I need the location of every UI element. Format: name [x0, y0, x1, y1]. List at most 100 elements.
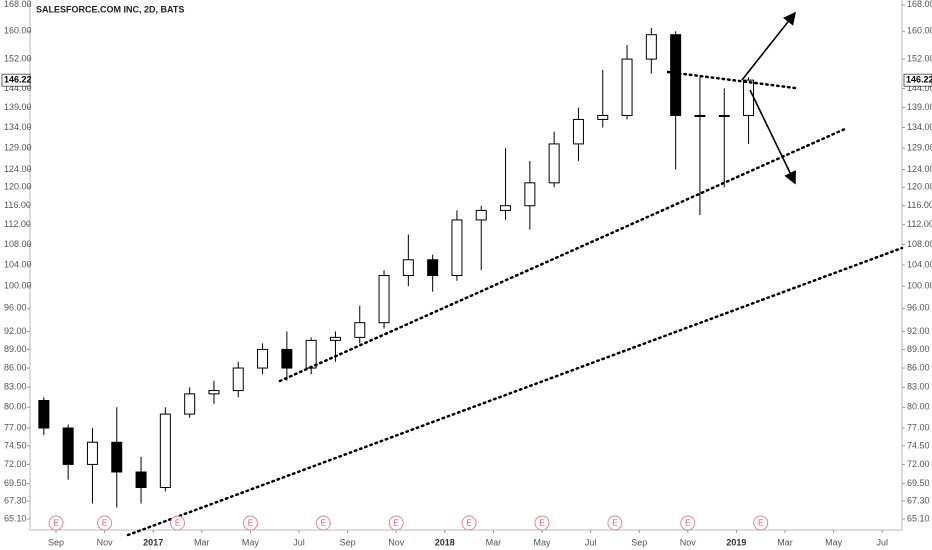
y-tick-label: 100.00: [907, 281, 932, 291]
y-tick-label: 65.10: [4, 513, 27, 523]
y-tick-label: 65.10: [907, 513, 930, 523]
x-tick-label: 2018: [435, 537, 455, 547]
y-tick-label: 160.00: [4, 26, 32, 36]
x-tick-label: Mar: [194, 537, 210, 547]
y-tick-label: 67.30: [4, 495, 27, 505]
y-tick-label: 83.00: [4, 382, 27, 392]
y-tick-label: 92.00: [907, 326, 930, 336]
x-tick-label: Jul: [585, 537, 597, 547]
arrow: [749, 89, 796, 185]
plot: [38, 27, 755, 508]
arrow: [741, 11, 796, 81]
y-tick-label: 83.00: [907, 382, 930, 392]
candle-body: [232, 367, 244, 392]
y-tick-label: 112.00: [4, 219, 31, 229]
candle-body: [475, 209, 487, 221]
y-tick-label: 168.00: [4, 0, 32, 9]
y-tick-label: 72.00: [907, 459, 930, 469]
y-tick-label: 139.00: [4, 102, 32, 112]
earnings-marker: [97, 515, 113, 531]
y-tick-label: 69.50: [907, 478, 930, 488]
y-tick-label: 120.00: [907, 182, 932, 192]
y-tick-label: 80.00: [4, 402, 27, 412]
earnings-marker: [461, 515, 477, 531]
x-tick-label: May: [533, 537, 551, 547]
candle-body: [670, 34, 682, 116]
y-tick-label: 116.00: [4, 200, 31, 210]
x-tick-label: Jul: [876, 537, 888, 547]
candle-body: [451, 219, 463, 276]
x-tick-label: Nov: [97, 537, 114, 547]
y-tick-label: 139.00: [907, 102, 932, 112]
earnings-label: E: [102, 519, 107, 528]
y-tick-label: 124.00: [4, 164, 32, 174]
candle-body: [645, 34, 657, 60]
y-tick-label: 152.00: [4, 53, 32, 63]
candle-body: [305, 339, 317, 369]
y-tick-label: 129.00: [4, 142, 32, 152]
earnings-marker: [170, 515, 185, 531]
candle-body: [718, 114, 730, 117]
y-tick-label: 86.00: [907, 362, 930, 372]
trend-line: [126, 246, 904, 537]
candle-body: [38, 400, 50, 429]
earnings-marker: [242, 515, 258, 531]
earnings-label: E: [394, 519, 399, 528]
y-tick-label: 77.00: [4, 422, 27, 432]
candle-body: [135, 471, 147, 488]
x-tick-label: 2017: [143, 537, 163, 547]
candle-body: [694, 114, 706, 117]
earnings-label: E: [53, 519, 58, 528]
candle-body: [159, 413, 171, 488]
candle-body: [427, 259, 439, 276]
earnings-marker: [388, 515, 404, 531]
x-tick-label: May: [242, 537, 260, 547]
x-tick-label: Nov: [680, 537, 697, 547]
candle-body: [378, 274, 390, 324]
y-tick-label: 74.50: [4, 440, 27, 450]
y-tick-label: 86.00: [4, 362, 27, 372]
annotations: [126, 11, 904, 537]
earnings-label: E: [466, 519, 471, 528]
earnings-label: E: [248, 519, 253, 528]
y-tick-label: 120.00: [4, 182, 32, 192]
y-tick-label: 144.00: [4, 83, 32, 93]
y-tick-label: 100.00: [4, 281, 32, 291]
x-tick-label: Sep: [340, 537, 356, 547]
earnings-label: E: [758, 519, 763, 528]
y-tick-label: 160.00: [907, 26, 932, 36]
y-tick-label: 134.00: [907, 122, 932, 132]
y-tick-label: 108.00: [907, 239, 932, 249]
x-tick-label: Mar: [777, 537, 793, 547]
earnings-label: E: [612, 519, 617, 528]
candle-body: [62, 427, 74, 465]
x-tick-label: Mar: [486, 537, 502, 547]
y-tick-label: 104.00: [4, 259, 32, 269]
y-tick-label: 104.00: [907, 259, 932, 269]
earnings-label: E: [321, 519, 326, 528]
y-tick-label: 69.50: [4, 478, 27, 488]
candle-body: [572, 118, 584, 145]
candle-body: [524, 182, 536, 207]
chart-title: SALESFORCE.COM INC, 2D, BATS: [36, 4, 184, 14]
candle-body: [548, 143, 560, 184]
y-tick-label: 89.00: [4, 344, 27, 354]
last-price-label: 146.22: [906, 75, 932, 85]
y-tick-label: 74.50: [907, 440, 930, 450]
earnings-label: E: [539, 519, 544, 528]
last-price-box: [903, 73, 932, 87]
last-price-box: [1, 73, 31, 87]
trend-line: [666, 70, 797, 90]
earnings-label: E: [685, 519, 690, 528]
y-tick-label: 89.00: [907, 344, 930, 354]
candle-body: [597, 114, 609, 120]
candle-body: [184, 393, 196, 415]
trend-line: [278, 126, 849, 383]
earnings-marker: [534, 515, 550, 531]
earnings-label: E: [175, 519, 180, 528]
earnings-marker: [48, 515, 64, 531]
candle-body: [208, 390, 220, 395]
y-tick-label: 92.00: [4, 326, 27, 336]
candle-body: [500, 205, 512, 211]
